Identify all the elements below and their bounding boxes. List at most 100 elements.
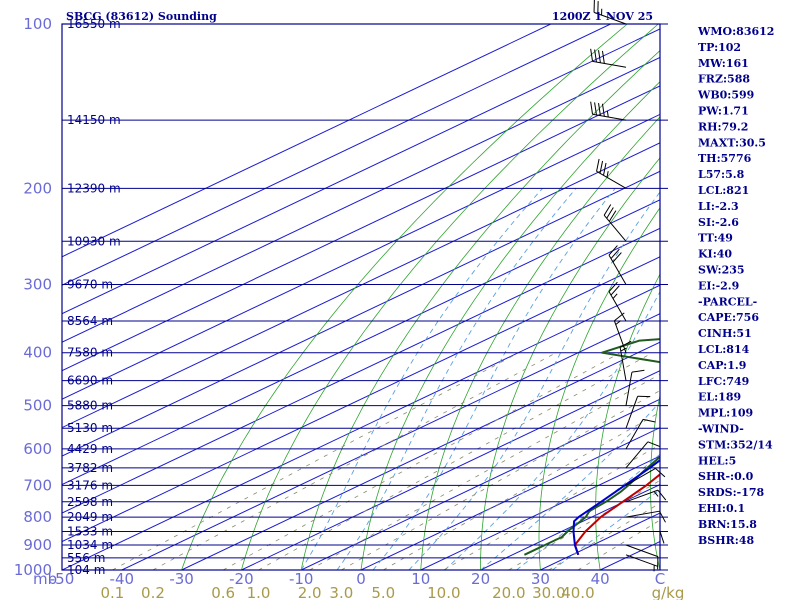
dry-adiabat-line — [181, 24, 628, 570]
index-item: MPL:109 — [698, 407, 753, 420]
pressure-tick-label: 100 — [23, 15, 52, 33]
index-item: CAPE:756 — [698, 311, 759, 324]
isotherm-line — [241, 370, 660, 570]
height-level-label: 6690 m — [67, 374, 113, 388]
index-item: CAP:1.9 — [698, 359, 746, 372]
chart-title: SBCG (83612) Sounding — [66, 10, 217, 23]
wind-barb — [625, 418, 656, 450]
wind-barb — [608, 281, 627, 322]
height-level-label: 104 m — [67, 563, 105, 577]
index-item: WMO:83612 — [697, 25, 774, 38]
isotherm-line — [62, 170, 660, 457]
pressure-tick-label: 900 — [23, 536, 52, 554]
temperature-tick-label: -20 — [229, 570, 254, 588]
height-level-label: 5130 m — [67, 421, 113, 435]
temperature-tick-label: -40 — [110, 570, 135, 588]
mixing-unit-label: g/kg — [652, 584, 685, 600]
wind-barb — [590, 101, 627, 121]
index-item: -WIND- — [698, 423, 744, 436]
pressure-tick-label: 200 — [23, 179, 52, 197]
isotherm-line — [62, 56, 660, 343]
mixing-ratio-line — [577, 519, 660, 570]
index-item: LCL:814 — [698, 343, 750, 356]
temperature-tick-label: -30 — [169, 570, 194, 588]
temperature-tick-label: C — [655, 570, 665, 588]
wind-barb — [625, 441, 660, 469]
mixing-ratio-tick-label: 10.0 — [427, 584, 460, 600]
index-item: BRN:15.8 — [698, 518, 757, 531]
temperature-tick-label: -50 — [50, 570, 75, 588]
isotherm-line — [62, 199, 660, 486]
height-level-label: 16550 m — [67, 17, 121, 31]
isotherm-line — [62, 142, 660, 429]
wind-barb — [603, 204, 627, 242]
index-item: PW:1.71 — [698, 105, 749, 118]
index-item: MAXT:30.5 — [698, 136, 766, 149]
pressure-tick-label: 300 — [23, 276, 52, 294]
mixing-ratio-tick-label: 1.0 — [247, 584, 271, 600]
index-item: RH:79.2 — [698, 120, 748, 133]
mixing-ratio-tick-label: 0.6 — [211, 584, 235, 600]
temperature-tick-label: 30 — [531, 570, 550, 588]
mixing-ratio-tick-label: 2.0 — [298, 584, 322, 600]
mixing-ratio-line — [341, 390, 660, 570]
index-item: HEL:5 — [698, 454, 736, 467]
dewpoint-trace — [523, 338, 660, 556]
temperature-tick-label: -10 — [289, 570, 314, 588]
pressure-tick-label: 1000 — [14, 561, 52, 579]
moist-adiabat-line — [480, 401, 660, 570]
isotherm-line — [62, 24, 611, 286]
parcel-trace — [572, 458, 660, 556]
index-item: EHI:0.1 — [698, 502, 745, 515]
index-item: SRDS:-178 — [698, 486, 765, 499]
temperature-tick-label: 0 — [356, 570, 366, 588]
stability-indices-panel: WMO:83612 TP:102 MW:161 FRZ:588 WB0:599 PW:1.… — [697, 25, 774, 547]
isotherm-line — [300, 398, 660, 570]
mixing-ratio-tick-label: 0.1 — [100, 584, 124, 600]
plot-frame — [61, 23, 661, 571]
moist-adiabat-line — [552, 489, 660, 570]
mixing-ratio-tick-label: 30.0 — [532, 584, 565, 600]
pressure-tick-label: 600 — [23, 440, 52, 458]
height-level-label: 5880 m — [67, 399, 113, 413]
index-item: FRZ:588 — [698, 73, 750, 86]
height-level-label: 556 m — [67, 551, 105, 565]
isotherm-line — [62, 256, 660, 543]
mixing-ratio-line — [258, 352, 653, 570]
wind-barb — [593, 0, 627, 25]
diagram-background-lines — [62, 24, 660, 570]
index-item: SI:-2.6 — [698, 216, 739, 229]
wind-barb — [625, 369, 645, 406]
mixing-ratio-tick-label: 20.0 — [492, 584, 525, 600]
wind-barb — [625, 467, 666, 486]
height-level-label: 1533 m — [67, 524, 113, 538]
height-level-label: 12390 m — [67, 181, 121, 195]
isotherm-line — [420, 455, 660, 570]
height-level-label: 2049 m — [67, 510, 113, 524]
mixing-ratio-line — [548, 502, 660, 570]
index-item: EI:-2.9 — [698, 279, 739, 292]
moist-adiabat-line — [444, 290, 660, 570]
wind-barb — [590, 48, 627, 68]
mixing-ratio-line — [309, 373, 660, 570]
isotherm-line — [62, 227, 660, 514]
height-level-label: 10930 m — [67, 234, 121, 248]
index-item: LFC:749 — [698, 375, 749, 388]
wind-barb — [625, 489, 667, 503]
height-level-label: 14150 m — [67, 113, 121, 127]
wind-barb — [625, 395, 651, 429]
temperature-tick-label: 40 — [591, 570, 610, 588]
moist-adiabat-line — [516, 453, 660, 570]
index-item: SHR-:0.0 — [698, 470, 754, 483]
isotherm-line — [360, 427, 660, 570]
mixing-ratio-tick-label: 5.0 — [371, 584, 395, 600]
index-item: MW:161 — [698, 57, 749, 70]
index-item: CINH:51 — [698, 327, 752, 340]
pressure-unit-label: mb — [33, 570, 57, 588]
temperature-tick-label: 10 — [411, 570, 430, 588]
index-item: -PARCEL- — [698, 295, 757, 308]
wind-barb — [625, 544, 659, 570]
height-level-label: 7580 m — [67, 346, 113, 360]
pressure-tick-label: 800 — [23, 508, 52, 526]
